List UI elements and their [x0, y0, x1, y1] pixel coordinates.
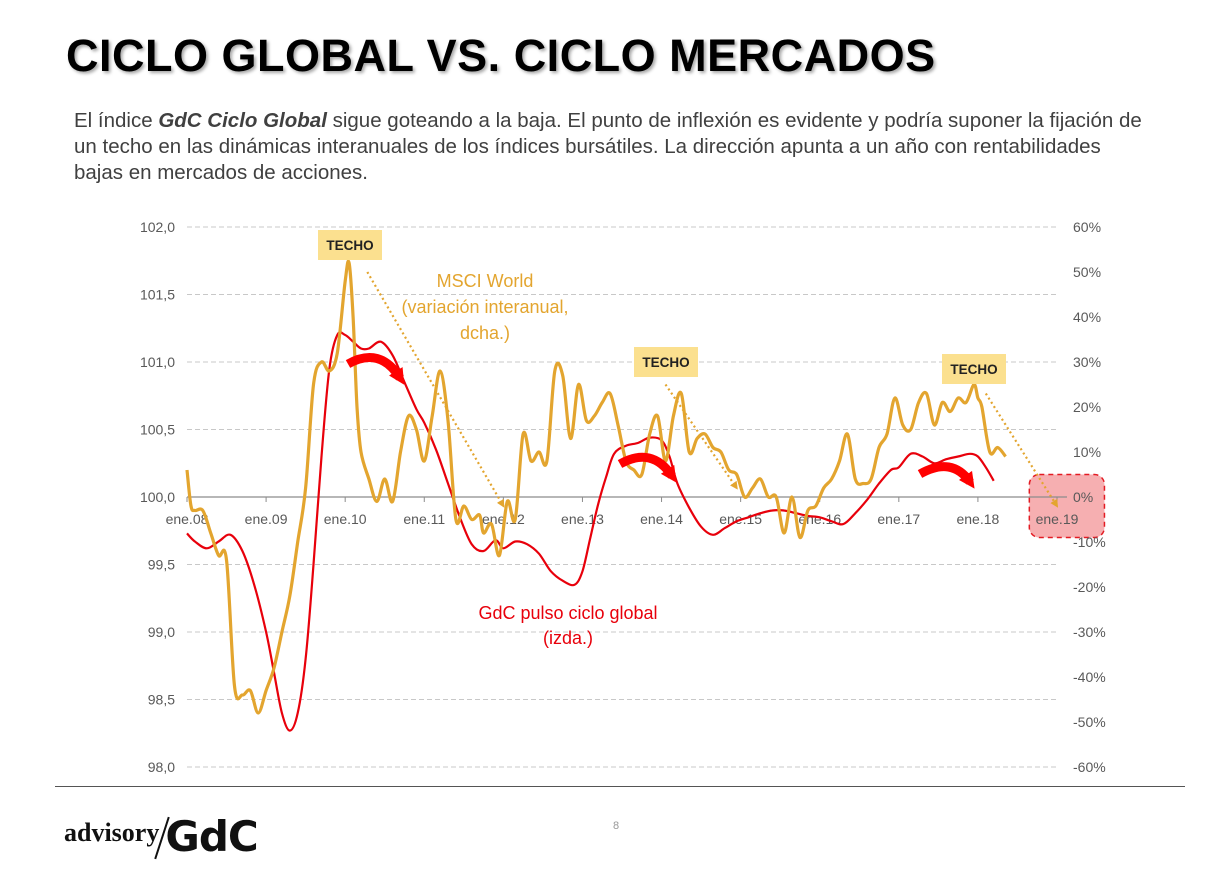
series-label-gdc: (izda.) [543, 628, 593, 648]
annotations: TECHO TECHO TECHO [318, 230, 1059, 508]
right-axis: -60% -50% -40% -30% -20% -10% 0% 10% 20% 30% 40% 50… [1073, 219, 1106, 775]
downturn-arrow [617, 452, 677, 483]
y-right-tick-label: 30% [1073, 354, 1101, 370]
y-right-tick-label: -10% [1073, 534, 1106, 550]
series-label-msci: (variación interanual, [401, 297, 568, 317]
series-label-msci: MSCI World [437, 271, 534, 291]
techo-label-box [942, 354, 1006, 384]
y-right-tick-label: 0% [1073, 489, 1093, 505]
techo-projection-line [984, 392, 1059, 508]
downturn-arrow [917, 462, 975, 489]
x-tick-label: ene.09 [245, 511, 288, 527]
techo-label: TECHO [950, 362, 997, 377]
techo-label: TECHO [642, 355, 689, 370]
y-right-tick-label: 10% [1073, 444, 1101, 460]
logo-text-gdc: GdC [165, 812, 258, 861]
x-tick-label: ene.17 [877, 511, 920, 527]
y-left-tick-label: 102,0 [140, 219, 175, 235]
series-layer [185, 259, 1007, 732]
y-right-tick-label: 40% [1073, 309, 1101, 325]
y-right-tick-label: -30% [1073, 624, 1106, 640]
series-label-msci: dcha.) [460, 323, 510, 343]
y-right-tick-label: -60% [1073, 759, 1106, 775]
y-left-tick-label: 98,5 [148, 692, 175, 708]
intro-text-post: sigue goteando a la baja. El punto de in… [74, 109, 1142, 184]
series-label-gdc: GdC pulso ciclo global [478, 603, 657, 623]
techo-projection-line [366, 271, 505, 508]
logo-text-advisory: advisory [64, 818, 160, 847]
left-axis: 98,0 98,5 99,0 99,5 100,0 100,5 101,0 101,5 102,… [140, 219, 175, 775]
page-number: 8 [613, 820, 620, 832]
series-line-msci [185, 259, 1007, 715]
techo-label: TECHO [326, 238, 373, 253]
techo-projection-line [664, 383, 738, 490]
y-left-tick-label: 101,0 [140, 354, 175, 370]
y-left-tick-label: 100,5 [140, 422, 175, 438]
x-tick-label: ene.08 [166, 511, 209, 527]
y-right-tick-label: 60% [1073, 219, 1101, 235]
y-left-tick-label: 98,0 [148, 759, 175, 775]
x-tick-label: ene.19 [1036, 511, 1079, 527]
y-right-tick-label: -40% [1073, 669, 1106, 685]
intro-paragraph: El índice GdC Ciclo Global sigue goteand… [74, 108, 1154, 186]
gridlines [187, 226, 1057, 768]
x-tick-label: ene.14 [640, 511, 683, 527]
y-right-tick-label: -50% [1073, 714, 1106, 730]
highlight-zone-box [1028, 473, 1106, 539]
x-tick-label: ene.10 [324, 511, 367, 527]
y-left-tick-label: 100,0 [140, 489, 175, 505]
y-right-tick-label: -20% [1073, 579, 1106, 595]
techo-label-box [318, 230, 382, 260]
bottom-divider [55, 786, 1185, 787]
y-left-tick-label: 101,5 [140, 287, 175, 303]
highlight-zone [1028, 473, 1106, 539]
y-left-tick-label: 99,5 [148, 557, 175, 573]
x-tick-label: ene.13 [561, 511, 604, 527]
downturn-arrow [345, 353, 405, 385]
brand-logo: advisory GdC [64, 812, 259, 861]
x-tick-label: ene.11 [403, 511, 445, 527]
intro-text-pre: El índice [74, 109, 159, 132]
techo-label-box [634, 347, 698, 377]
x-tick-label: ene.18 [956, 511, 999, 527]
y-left-tick-label: 99,0 [148, 624, 175, 640]
series-labels: MSCI World (variación interanual, dcha.) Gd… [401, 271, 657, 648]
intro-text-bold: GdC Ciclo Global [158, 109, 327, 132]
y-right-tick-label: 20% [1073, 399, 1101, 415]
y-right-tick-label: 50% [1073, 264, 1101, 280]
series-line-gdc [186, 331, 995, 732]
page-title: CICLO GLOBAL VS. CICLO MERCADOS [66, 30, 936, 81]
